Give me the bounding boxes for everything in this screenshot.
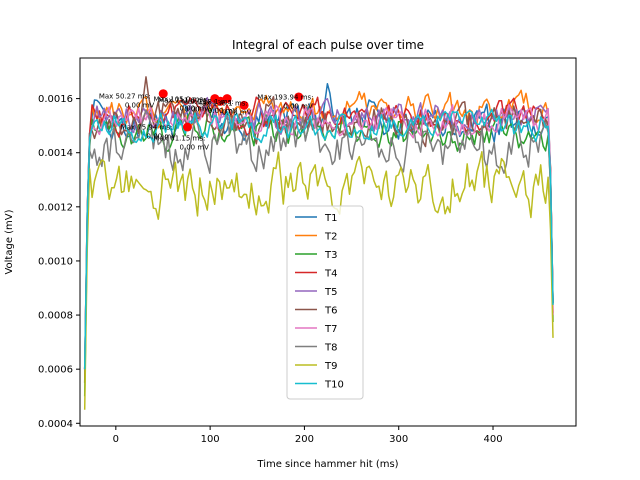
- max-marker: [182, 122, 192, 132]
- chart-title: Integral of each pulse over time: [232, 38, 424, 52]
- max-marker: [239, 100, 249, 110]
- series-line-t9: [83, 150, 554, 410]
- annotation-label: Max 75.94 ms: 0.00 mV: [121, 124, 177, 141]
- max-marker: [158, 89, 168, 99]
- legend-label: T1: [324, 213, 337, 224]
- legend-label: T8: [324, 343, 337, 354]
- x-tick-label: 300: [389, 434, 408, 445]
- legend-label: T3: [324, 250, 337, 261]
- legend-label: T5: [324, 287, 337, 298]
- annotation-label: Max 111.6 ms: 0.00 mV: [158, 97, 214, 114]
- series-line-t8: [83, 109, 554, 370]
- x-tick-label: 100: [201, 434, 220, 445]
- y-tick-label: 0.0014: [38, 148, 73, 159]
- series-lines: [83, 76, 554, 410]
- max-marker: [222, 94, 232, 104]
- x-tick-label: 200: [295, 434, 314, 445]
- y-tick-label: 0.0004: [38, 419, 73, 430]
- annotation-label: Max 81.15 ms: 0.00 mV: [154, 134, 210, 151]
- y-tick-label: 0.0010: [38, 256, 73, 267]
- legend-label: T9: [324, 361, 337, 372]
- x-tick-label: 400: [483, 434, 502, 445]
- y-tick-label: 0.0012: [38, 202, 73, 213]
- legend-label: T2: [324, 232, 337, 243]
- legend-label: T10: [324, 380, 344, 391]
- annotation-label: Max 136.1 ms: 0.00 mV: [196, 99, 252, 116]
- y-tick-label: 0.0008: [38, 311, 73, 322]
- y-tick-label: 0.0006: [38, 365, 73, 376]
- max-marker: [294, 92, 304, 102]
- annotation-label: Max 105.0 ms: 0.00 mV: [154, 95, 210, 112]
- x-axis-title: Time since hammer hit (ms): [256, 459, 398, 470]
- annotation-label: Max 193.94 ms: 0.00 mV: [257, 93, 313, 110]
- y-axis-title: Voltage (mV): [4, 209, 15, 274]
- annotation-label: Max 118.1 ms: 0.00 mV: [182, 98, 238, 115]
- legend: T1 T2 T3 T4 T5 T6 T7 T8 T9 T10: [286, 205, 364, 400]
- axes-frame: [79, 57, 577, 427]
- legend-label: T4: [324, 269, 337, 280]
- max-markers: [158, 89, 304, 132]
- legend-label: T7: [324, 324, 337, 335]
- legend-label: T6: [324, 306, 337, 317]
- series-line-t10: [83, 108, 554, 370]
- annotation-label: Max 50.27 ms: 0.00 mV: [99, 93, 155, 110]
- y-tick-label: 0.0016: [38, 94, 73, 105]
- x-tick-label: 0: [113, 434, 119, 445]
